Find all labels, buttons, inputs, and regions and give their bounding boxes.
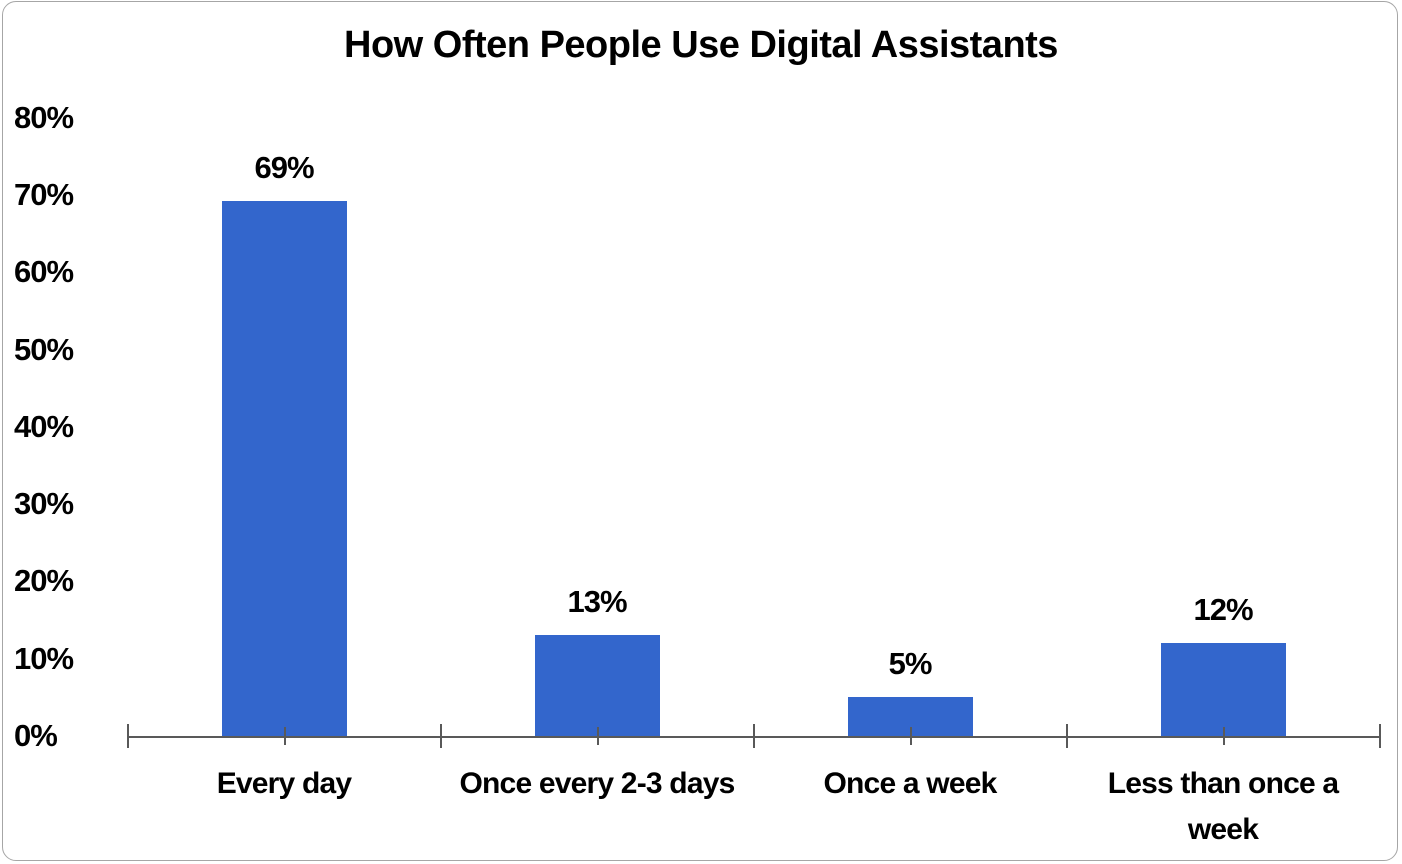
chart-title: How Often People Use Digital Assistants [344, 24, 1058, 66]
bar-once-every-2-3-days [535, 635, 660, 737]
value-label-every-day: 69% [254, 150, 314, 185]
bar-every-day [222, 201, 347, 737]
y-tick-40: 40% [14, 409, 74, 444]
x-label-once-a-week: Once a week [823, 767, 998, 800]
y-tick-10: 10% [14, 641, 74, 676]
x-axis-center-tick [910, 727, 912, 745]
x-axis-center-tick [284, 727, 286, 745]
x-label-less-than-once-a-week: Less than once a week [1107, 767, 1339, 846]
x-axis-boundary-tick [127, 724, 129, 748]
y-tick-70: 70% [14, 177, 74, 212]
y-tick-50: 50% [14, 332, 74, 367]
x-axis-boundary-tick [1066, 724, 1068, 748]
y-tick-20: 20% [14, 563, 74, 598]
x-axis-center-tick [597, 727, 599, 745]
x-label-every-day: Every day [216, 767, 352, 800]
value-label-less-than-once-a-week: 12% [1193, 592, 1253, 627]
y-tick-60: 60% [14, 254, 74, 289]
value-label-once-every-2-3-days: 13% [567, 584, 627, 619]
x-axis-boundary-tick [753, 724, 755, 748]
value-label-once-a-week: 5% [888, 646, 933, 681]
y-tick-30: 30% [14, 486, 74, 521]
y-tick-0: 0% [14, 718, 58, 753]
x-axis-boundary-tick [1379, 724, 1381, 748]
bar-less-than-once-a-week [1161, 643, 1286, 737]
x-axis-boundary-tick [440, 724, 442, 748]
x-axis-center-tick [1223, 727, 1225, 745]
y-tick-80: 80% [14, 100, 74, 135]
x-label-once-every-2-3-days: Once every 2-3 days [459, 767, 736, 800]
